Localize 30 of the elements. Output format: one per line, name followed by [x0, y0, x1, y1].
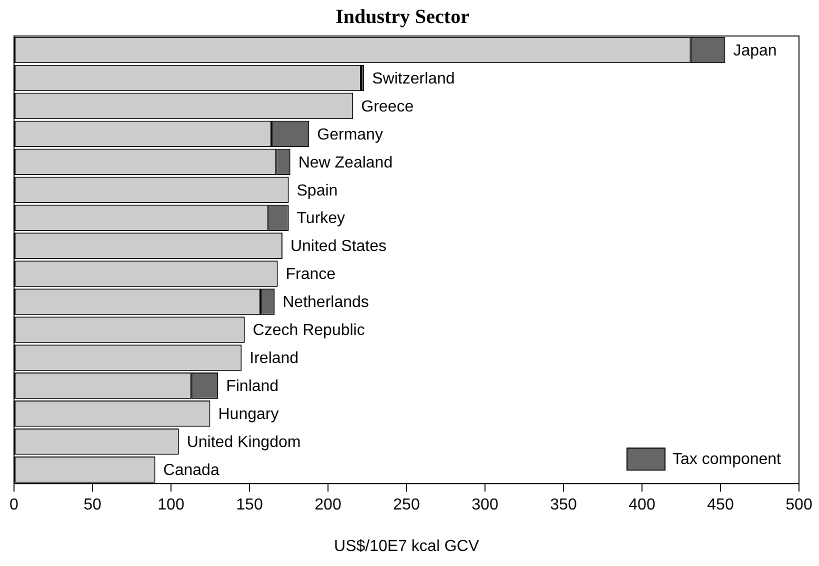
- x-tick-label: 300: [472, 496, 498, 514]
- x-tick-label: 200: [314, 496, 342, 514]
- y-tick-label: New Zealand: [298, 154, 393, 172]
- y-tick-label: Germany: [317, 126, 383, 144]
- chart-title: Industry Sector: [336, 6, 470, 28]
- y-tick-label: Finland: [226, 378, 279, 396]
- y-tick-label: Greece: [361, 98, 414, 116]
- x-axis-title: US$/10E7 kcal GCV: [334, 538, 480, 555]
- y-tick-label: Netherlands: [282, 294, 369, 312]
- x-tick-label: 400: [628, 496, 656, 514]
- x-tick-label: 0: [10, 496, 19, 514]
- y-tick-label: Czech Republic: [252, 322, 365, 340]
- y-tick-label: France: [286, 266, 336, 284]
- y-tick-label: United Kingdom: [186, 434, 301, 452]
- y-tick-label: United States: [290, 238, 387, 256]
- y-tick-label: Canada: [163, 462, 220, 480]
- y-tick-label: Ireland: [250, 350, 299, 368]
- y-tick-label: Switzerland: [372, 70, 455, 88]
- x-tick-label: 500: [786, 496, 812, 514]
- y-tick-label: Japan: [733, 42, 777, 60]
- legend-label: Tax component: [672, 451, 782, 468]
- y-tick-label: Turkey: [296, 210, 346, 228]
- x-tick-label: 250: [393, 496, 420, 514]
- y-tick-label: Hungary: [218, 406, 279, 424]
- x-tick-label: 450: [707, 496, 734, 514]
- x-tick-label: 50: [84, 496, 102, 514]
- y-tick-label: Spain: [296, 182, 338, 200]
- x-tick-label: 150: [236, 496, 263, 514]
- x-tick-label: 350: [550, 496, 577, 514]
- x-tick-label: 100: [158, 496, 184, 514]
